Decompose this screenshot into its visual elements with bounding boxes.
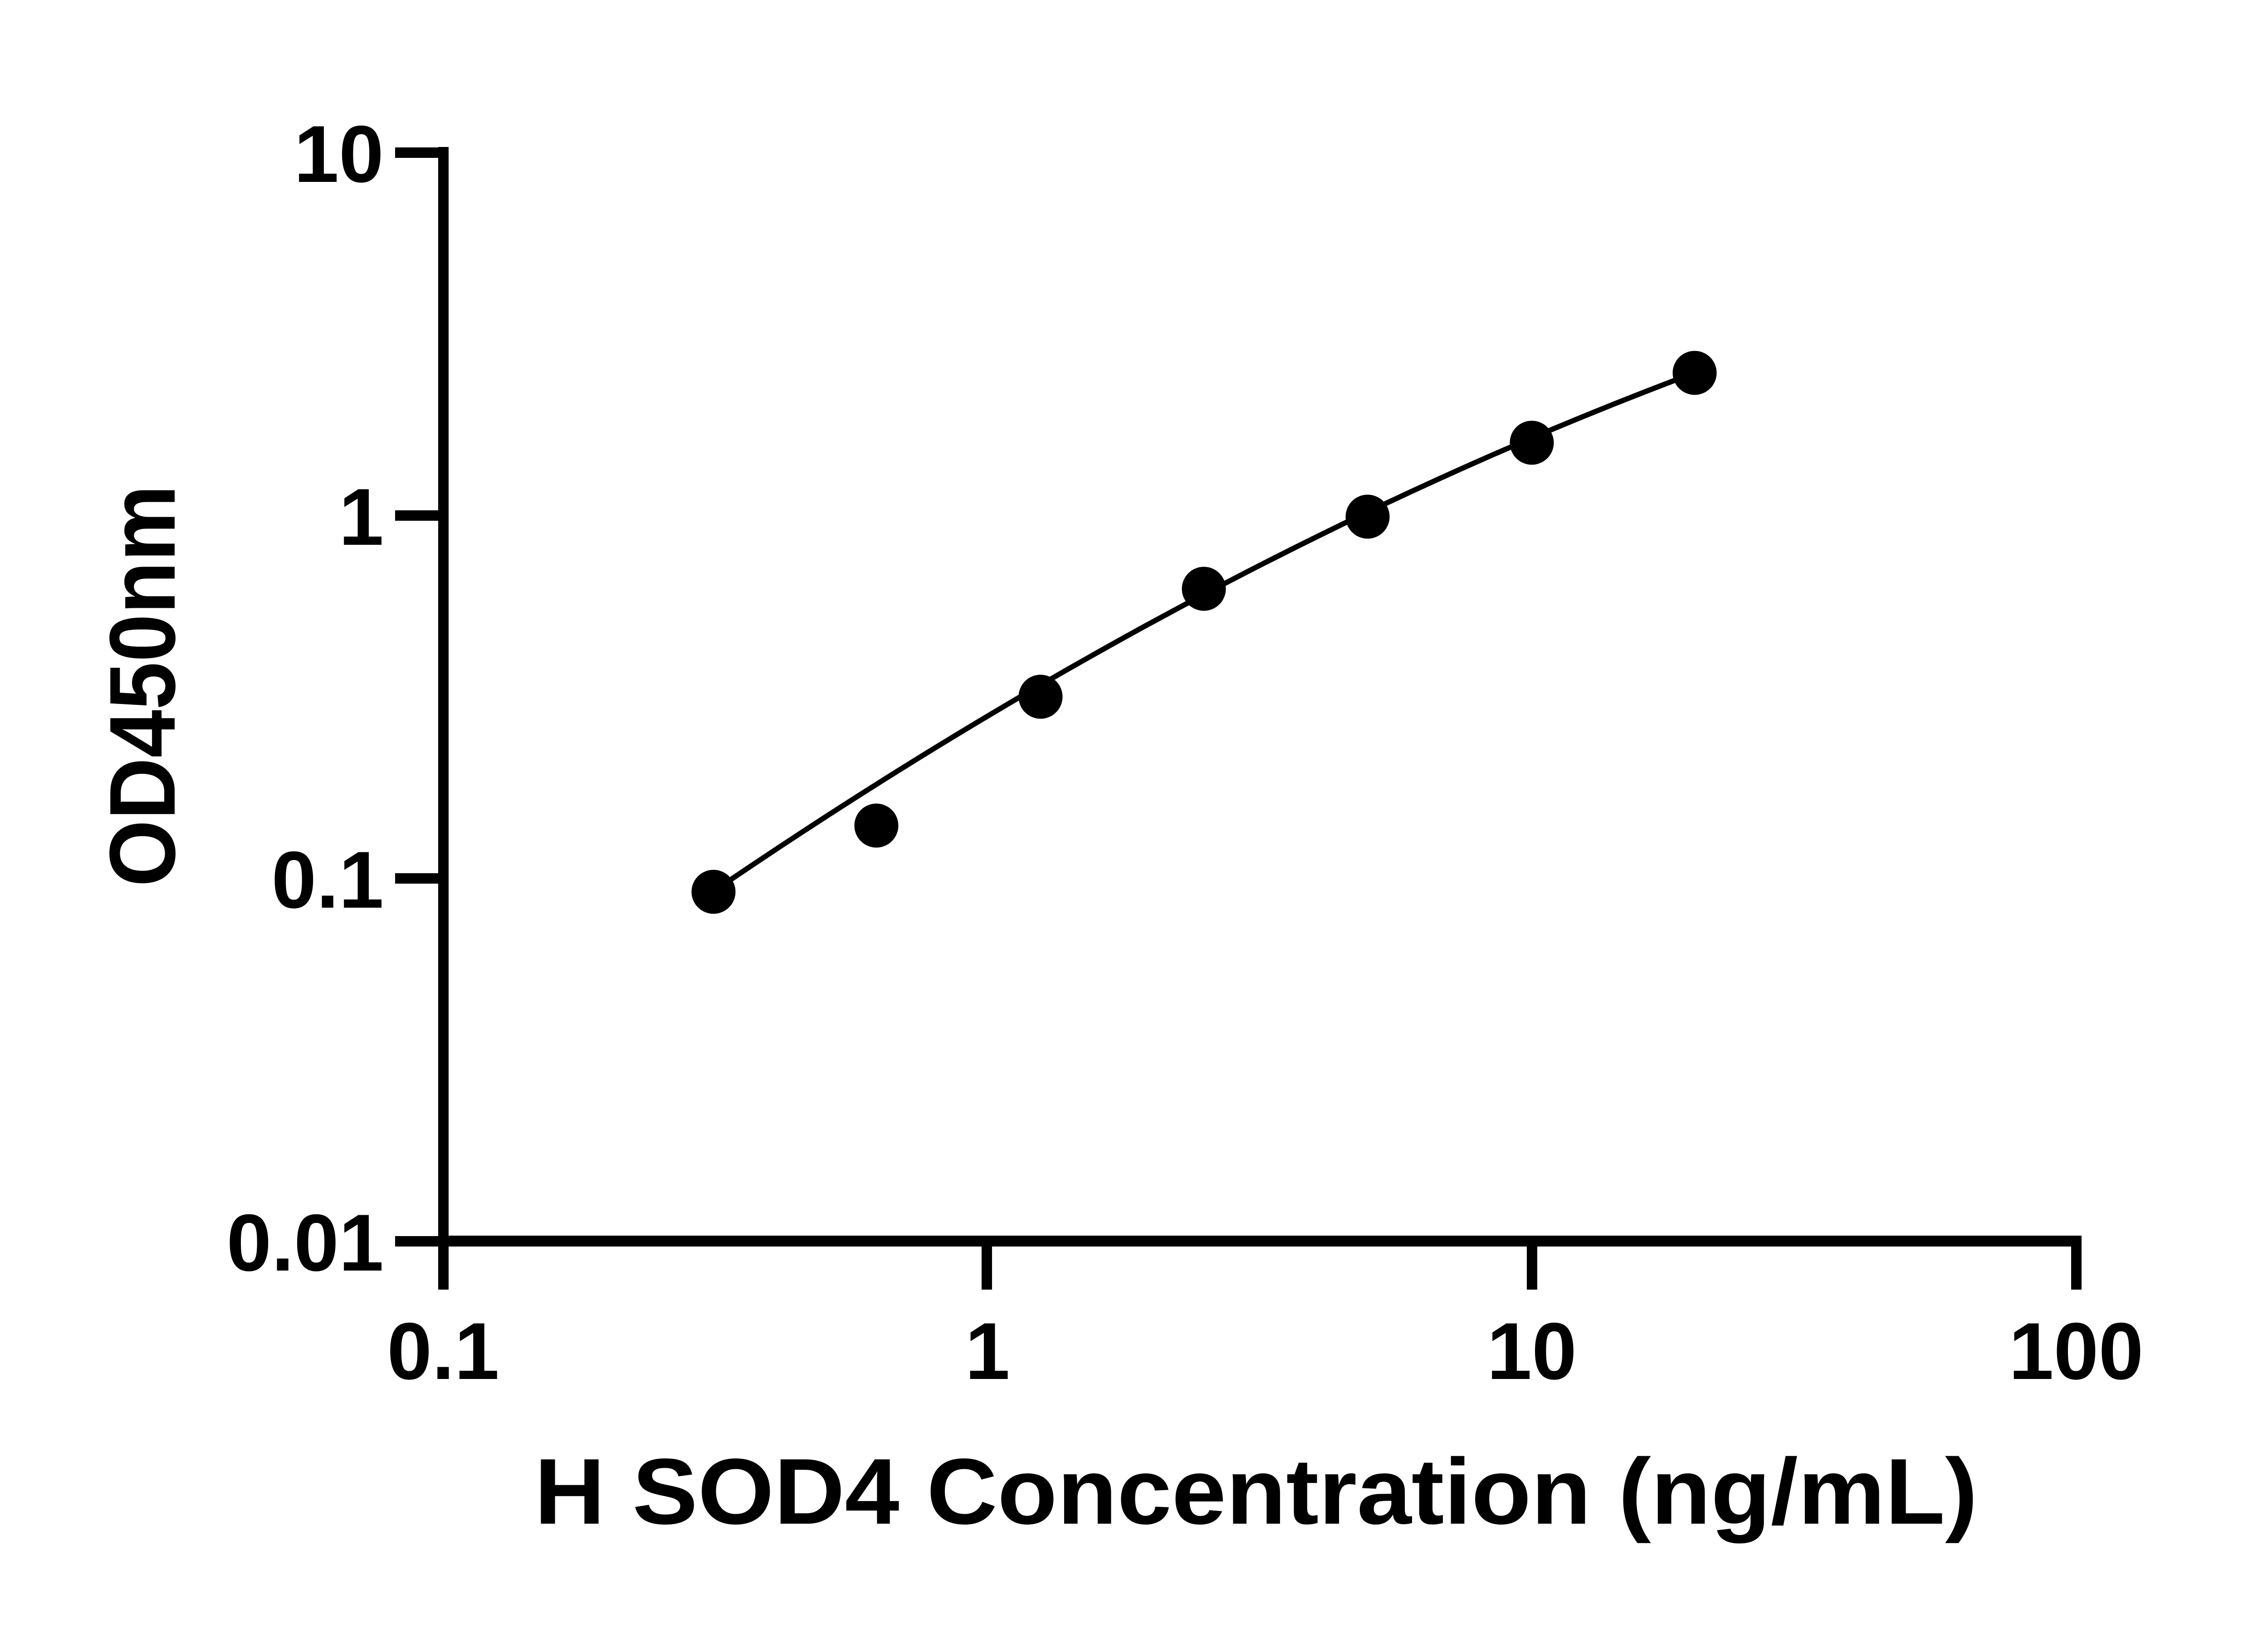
svg-text:OD450nm: OD450nm xyxy=(90,485,195,887)
svg-text:0.1: 0.1 xyxy=(272,835,384,925)
svg-text:0.1: 0.1 xyxy=(387,1306,499,1396)
svg-text:0.01: 0.01 xyxy=(227,1198,384,1288)
svg-text:10: 10 xyxy=(294,109,384,199)
svg-text:10: 10 xyxy=(1487,1306,1577,1396)
svg-text:1: 1 xyxy=(339,472,384,562)
svg-text:100: 100 xyxy=(2009,1306,2144,1396)
svg-text:1: 1 xyxy=(965,1306,1010,1396)
svg-text:H SOD4 Concentration (ng/mL): H SOD4 Concentration (ng/mL) xyxy=(534,1439,1978,1544)
